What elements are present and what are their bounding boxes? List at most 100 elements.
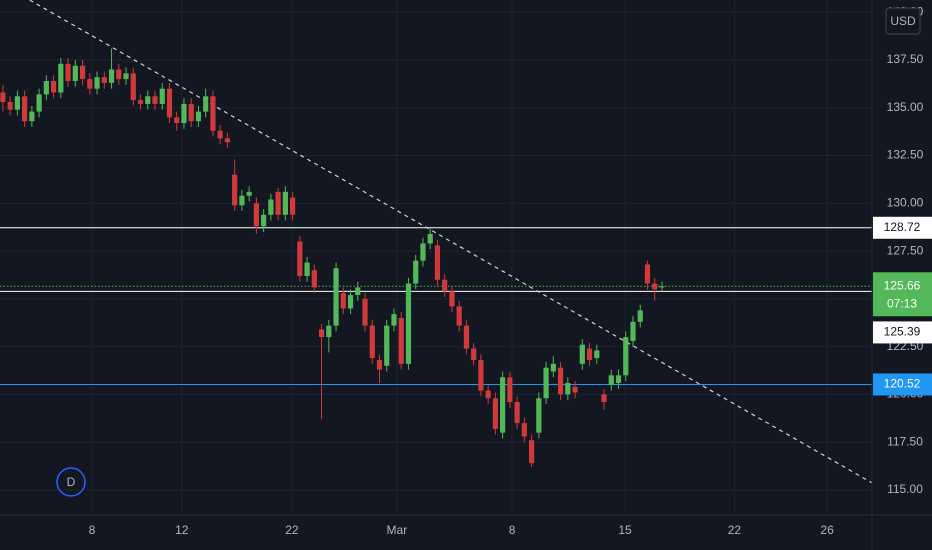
candle-body	[94, 77, 100, 89]
x-tick-label: Mar	[387, 523, 408, 537]
candle-body	[29, 111, 35, 122]
currency: USD	[890, 14, 916, 28]
candle-body	[391, 314, 397, 326]
candle-body	[557, 367, 564, 395]
candle-body	[427, 233, 433, 244]
candle-body	[116, 69, 122, 80]
candle-body	[536, 398, 542, 433]
candle-body	[594, 350, 600, 359]
candle-body	[652, 283, 658, 290]
price-label: 125.39	[884, 325, 921, 339]
candle-body	[550, 363, 556, 372]
candle-body	[601, 394, 607, 403]
candle-body	[0, 92, 6, 103]
candle-body	[420, 243, 426, 261]
x-tick-label: 8	[509, 523, 516, 537]
y-tick-label: 132.50	[887, 148, 924, 162]
candle-body	[623, 337, 629, 376]
candle-body	[137, 100, 144, 104]
candle-body	[65, 63, 71, 82]
candle-body	[471, 348, 477, 361]
candle-body	[333, 268, 339, 326]
candle-body	[398, 317, 404, 364]
candle-body	[630, 321, 636, 341]
candle-body	[514, 402, 520, 424]
candle-body	[355, 287, 361, 296]
candle-body	[239, 195, 245, 206]
candle-body	[579, 344, 585, 364]
candle-body	[492, 398, 498, 429]
candle-body	[101, 77, 107, 83]
candle-body	[442, 279, 448, 292]
candle-body	[58, 63, 64, 93]
y-tick-label: 127.50	[887, 243, 924, 257]
candle-body	[304, 262, 310, 276]
price-label: 125.66	[884, 278, 921, 292]
y-tick-label: 130.00	[887, 195, 924, 209]
candle-body	[449, 291, 455, 307]
x-tick-label: 22	[285, 523, 299, 537]
price-label: 128.72	[884, 220, 921, 234]
candle-body	[50, 81, 57, 93]
candle-body	[463, 325, 470, 349]
candle-body	[529, 440, 535, 464]
candle-body	[43, 81, 49, 95]
candle-body	[637, 310, 643, 322]
y-tick-label: 115.00	[887, 482, 923, 496]
candle-body	[232, 174, 238, 206]
candle-body	[14, 96, 20, 110]
candle-body	[347, 295, 354, 309]
candle-body	[543, 367, 549, 399]
candle-body	[326, 325, 332, 338]
candle-body	[87, 79, 93, 89]
candle-body	[217, 130, 223, 139]
candle-body	[152, 96, 158, 104]
candle-body	[7, 102, 13, 110]
x-tick-label: 15	[618, 523, 632, 537]
candle-body	[340, 293, 346, 309]
candle-body	[188, 103, 194, 122]
candle-body	[195, 111, 202, 122]
candle-body	[434, 245, 441, 280]
candle-body	[159, 88, 165, 104]
candle-body	[485, 390, 491, 399]
currency-box[interactable]	[885, 7, 921, 35]
price-label-box	[873, 373, 932, 396]
candle-body	[297, 241, 303, 276]
candle-body	[500, 377, 506, 433]
candle-body	[130, 73, 136, 101]
price-label-box	[873, 321, 932, 344]
candle-body	[608, 375, 614, 385]
x-tick-label: 12	[175, 523, 189, 537]
candle-body	[565, 382, 571, 395]
candle-body	[203, 96, 209, 112]
candle-body	[261, 214, 267, 227]
candle-body	[174, 117, 180, 124]
candle-body	[413, 260, 419, 284]
interval-badge: D	[67, 475, 76, 489]
candle-body	[268, 199, 274, 215]
candle-body	[79, 65, 86, 80]
x-tick-label: 8	[89, 523, 96, 537]
candle-body	[108, 69, 115, 83]
candle-body	[210, 96, 216, 131]
x-tick-label: 22	[728, 523, 742, 537]
candle-body	[22, 96, 28, 122]
x-tick-label: 26	[820, 523, 834, 537]
candle-body	[318, 329, 325, 338]
candle-body	[659, 286, 665, 288]
y-tick-label: 135.00	[887, 100, 924, 114]
badge-circle[interactable]	[56, 467, 86, 497]
candle-body	[456, 306, 462, 326]
candle-body	[369, 325, 375, 359]
candle-body	[72, 65, 78, 82]
countdown-label: 07:13	[887, 296, 917, 310]
price-label-box	[873, 272, 932, 317]
candle-body	[289, 197, 296, 215]
candle-body	[362, 298, 368, 326]
candle-body	[478, 360, 484, 391]
candle-body	[36, 94, 42, 112]
candle-body	[384, 325, 390, 366]
y-tick-label: 137.50	[887, 52, 924, 66]
